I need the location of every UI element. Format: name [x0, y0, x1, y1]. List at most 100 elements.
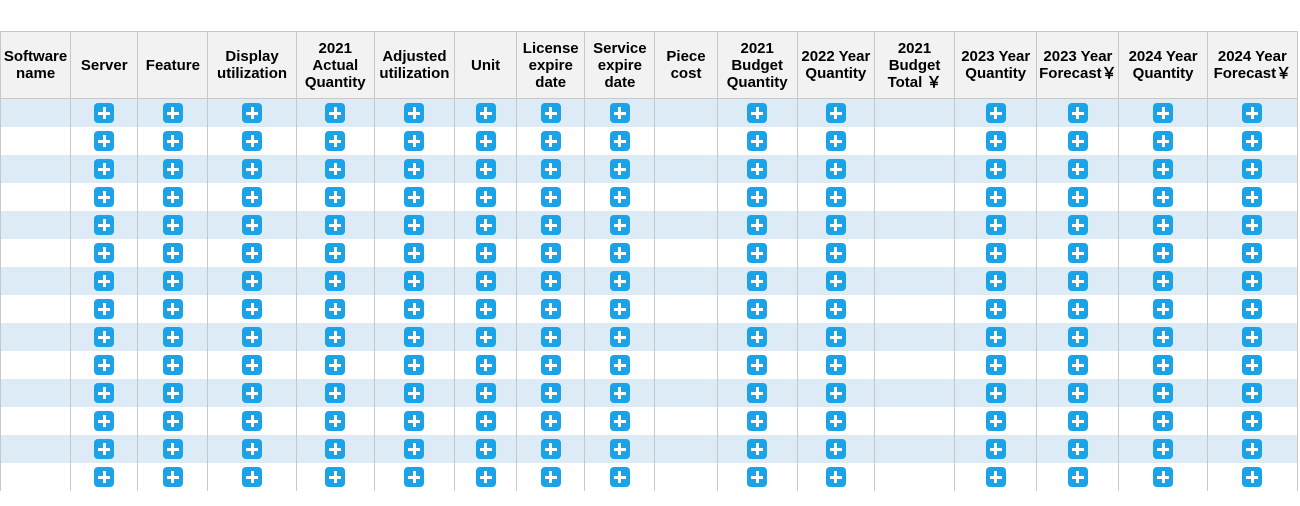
plus-square-icon[interactable] — [747, 467, 768, 487]
column-header-piece-cost[interactable]: Piece cost — [654, 31, 718, 99]
cell-server[interactable] — [70, 239, 139, 267]
cell-license-expire-date[interactable] — [516, 407, 586, 435]
plus-square-icon[interactable] — [404, 383, 425, 403]
cell-server[interactable] — [70, 183, 139, 211]
cell-forecast-2024[interactable] — [1206, 463, 1299, 491]
cell-license-expire-date[interactable] — [516, 98, 586, 127]
plus-square-icon[interactable] — [1153, 355, 1174, 375]
column-header-unit[interactable]: Unit — [453, 31, 518, 99]
plus-square-icon[interactable] — [94, 327, 115, 347]
plus-square-icon[interactable] — [1242, 215, 1263, 235]
cell-budget-total-2021[interactable] — [873, 211, 956, 239]
plus-square-icon[interactable] — [985, 383, 1006, 403]
cell-actual-quantity-2021[interactable] — [295, 239, 375, 267]
plus-square-icon[interactable] — [325, 271, 346, 291]
cell-feature[interactable] — [137, 127, 209, 155]
plus-square-icon[interactable] — [475, 271, 496, 291]
plus-square-icon[interactable] — [747, 187, 768, 207]
plus-square-icon[interactable] — [540, 355, 561, 375]
plus-square-icon[interactable] — [825, 271, 846, 291]
plus-square-icon[interactable] — [825, 299, 846, 319]
cell-display-utilization[interactable] — [207, 183, 297, 211]
cell-software-name[interactable] — [0, 351, 72, 379]
cell-forecast-2024[interactable] — [1206, 323, 1299, 351]
plus-square-icon[interactable] — [94, 411, 115, 431]
cell-piece-cost[interactable] — [654, 435, 718, 463]
cell-server[interactable] — [70, 351, 139, 379]
cell-year-quantity-2023[interactable] — [954, 463, 1038, 491]
cell-display-utilization[interactable] — [207, 295, 297, 323]
cell-software-name[interactable] — [0, 155, 72, 183]
plus-square-icon[interactable] — [609, 271, 630, 291]
cell-budget-quantity-2021[interactable] — [716, 239, 798, 267]
plus-square-icon[interactable] — [609, 243, 630, 263]
plus-square-icon[interactable] — [475, 439, 496, 459]
plus-square-icon[interactable] — [540, 299, 561, 319]
plus-square-icon[interactable] — [609, 131, 630, 151]
cell-license-expire-date[interactable] — [516, 323, 586, 351]
cell-unit[interactable] — [453, 407, 518, 435]
cell-feature[interactable] — [137, 323, 209, 351]
plus-square-icon[interactable] — [609, 327, 630, 347]
cell-budget-total-2021[interactable] — [873, 351, 956, 379]
cell-piece-cost[interactable] — [654, 351, 718, 379]
cell-unit[interactable] — [453, 323, 518, 351]
cell-unit[interactable] — [453, 127, 518, 155]
plus-square-icon[interactable] — [825, 103, 846, 123]
cell-forecast-2024[interactable] — [1206, 155, 1299, 183]
cell-budget-quantity-2021[interactable] — [716, 435, 798, 463]
cell-year-quantity-2024[interactable] — [1118, 295, 1208, 323]
cell-license-expire-date[interactable] — [516, 127, 586, 155]
plus-square-icon[interactable] — [94, 159, 115, 179]
cell-budget-total-2021[interactable] — [873, 435, 956, 463]
plus-square-icon[interactable] — [242, 131, 263, 151]
cell-budget-quantity-2021[interactable] — [716, 351, 798, 379]
cell-forecast-2023[interactable] — [1036, 435, 1120, 463]
cell-adjusted-utilization[interactable] — [373, 98, 456, 127]
cell-budget-quantity-2021[interactable] — [716, 211, 798, 239]
cell-feature[interactable] — [137, 435, 209, 463]
cell-display-utilization[interactable] — [207, 435, 297, 463]
plus-square-icon[interactable] — [1153, 299, 1174, 319]
column-header-license-expire-date[interactable]: License expire date — [516, 31, 586, 99]
plus-square-icon[interactable] — [747, 243, 768, 263]
plus-square-icon[interactable] — [162, 439, 183, 459]
cell-service-expire-date[interactable] — [584, 127, 656, 155]
plus-square-icon[interactable] — [1242, 103, 1263, 123]
cell-budget-total-2021[interactable] — [873, 295, 956, 323]
cell-year-quantity-2024[interactable] — [1118, 155, 1208, 183]
plus-square-icon[interactable] — [325, 131, 346, 151]
cell-forecast-2023[interactable] — [1036, 295, 1120, 323]
cell-piece-cost[interactable] — [654, 295, 718, 323]
plus-square-icon[interactable] — [609, 411, 630, 431]
plus-square-icon[interactable] — [404, 131, 425, 151]
cell-forecast-2023[interactable] — [1036, 351, 1120, 379]
plus-square-icon[interactable] — [1242, 271, 1263, 291]
cell-adjusted-utilization[interactable] — [373, 379, 456, 407]
cell-budget-total-2021[interactable] — [873, 98, 956, 127]
cell-year-quantity-2024[interactable] — [1118, 435, 1208, 463]
plus-square-icon[interactable] — [404, 243, 425, 263]
cell-forecast-2024[interactable] — [1206, 98, 1299, 127]
cell-budget-total-2021[interactable] — [873, 155, 956, 183]
cell-server[interactable] — [70, 155, 139, 183]
cell-feature[interactable] — [137, 211, 209, 239]
cell-forecast-2024[interactable] — [1206, 211, 1299, 239]
plus-square-icon[interactable] — [475, 411, 496, 431]
plus-square-icon[interactable] — [94, 355, 115, 375]
plus-square-icon[interactable] — [1242, 439, 1263, 459]
cell-actual-quantity-2021[interactable] — [295, 211, 375, 239]
cell-forecast-2023[interactable] — [1036, 323, 1120, 351]
plus-square-icon[interactable] — [1153, 439, 1174, 459]
cell-server[interactable] — [70, 435, 139, 463]
column-header-server[interactable]: Server — [70, 31, 139, 99]
plus-square-icon[interactable] — [609, 215, 630, 235]
cell-software-name[interactable] — [0, 239, 72, 267]
plus-square-icon[interactable] — [747, 131, 768, 151]
column-header-year-quantity-2023[interactable]: 2023 Year Quantity — [954, 31, 1038, 99]
plus-square-icon[interactable] — [985, 327, 1006, 347]
cell-server[interactable] — [70, 267, 139, 295]
plus-square-icon[interactable] — [985, 187, 1006, 207]
cell-feature[interactable] — [137, 407, 209, 435]
cell-year-quantity-2024[interactable] — [1118, 379, 1208, 407]
